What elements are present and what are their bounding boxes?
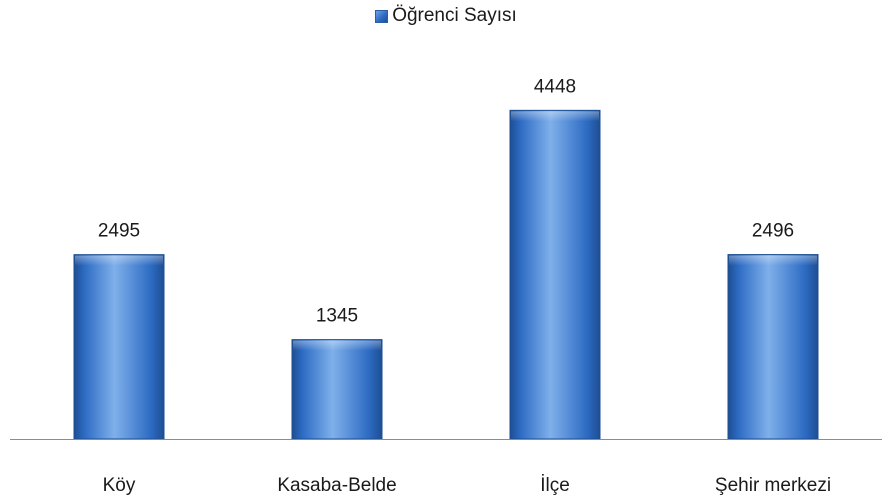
bar — [291, 339, 383, 440]
data-label: 4448 — [534, 76, 576, 97]
bar-highlight — [75, 255, 163, 266]
bar-group: 4448 İlçe — [509, 76, 601, 496]
legend-swatch — [375, 9, 389, 23]
bar-highlight — [511, 111, 599, 122]
bar — [509, 109, 601, 440]
legend-label: Öğrenci Sayısı — [392, 5, 517, 26]
bar-highlight — [293, 340, 381, 351]
x-tick-label: Kasaba-Belde — [277, 475, 396, 496]
x-tick-label: İlçe — [540, 475, 570, 496]
bar — [73, 254, 165, 440]
x-tick-label: Köy — [103, 475, 136, 496]
x-tick-label: Şehir merkezi — [715, 475, 831, 496]
data-label: 2496 — [752, 221, 794, 242]
bar-group: 2496 Şehir merkezi — [715, 221, 831, 496]
data-label: 1345 — [316, 306, 358, 327]
data-label: 2495 — [98, 221, 140, 242]
bar-group: 1345 Kasaba-Belde — [277, 306, 396, 496]
legend: Öğrenci Sayısı — [0, 5, 892, 27]
bar-highlight — [729, 255, 817, 266]
bar — [727, 254, 819, 440]
bar-group: 2495 Köy — [73, 221, 165, 496]
